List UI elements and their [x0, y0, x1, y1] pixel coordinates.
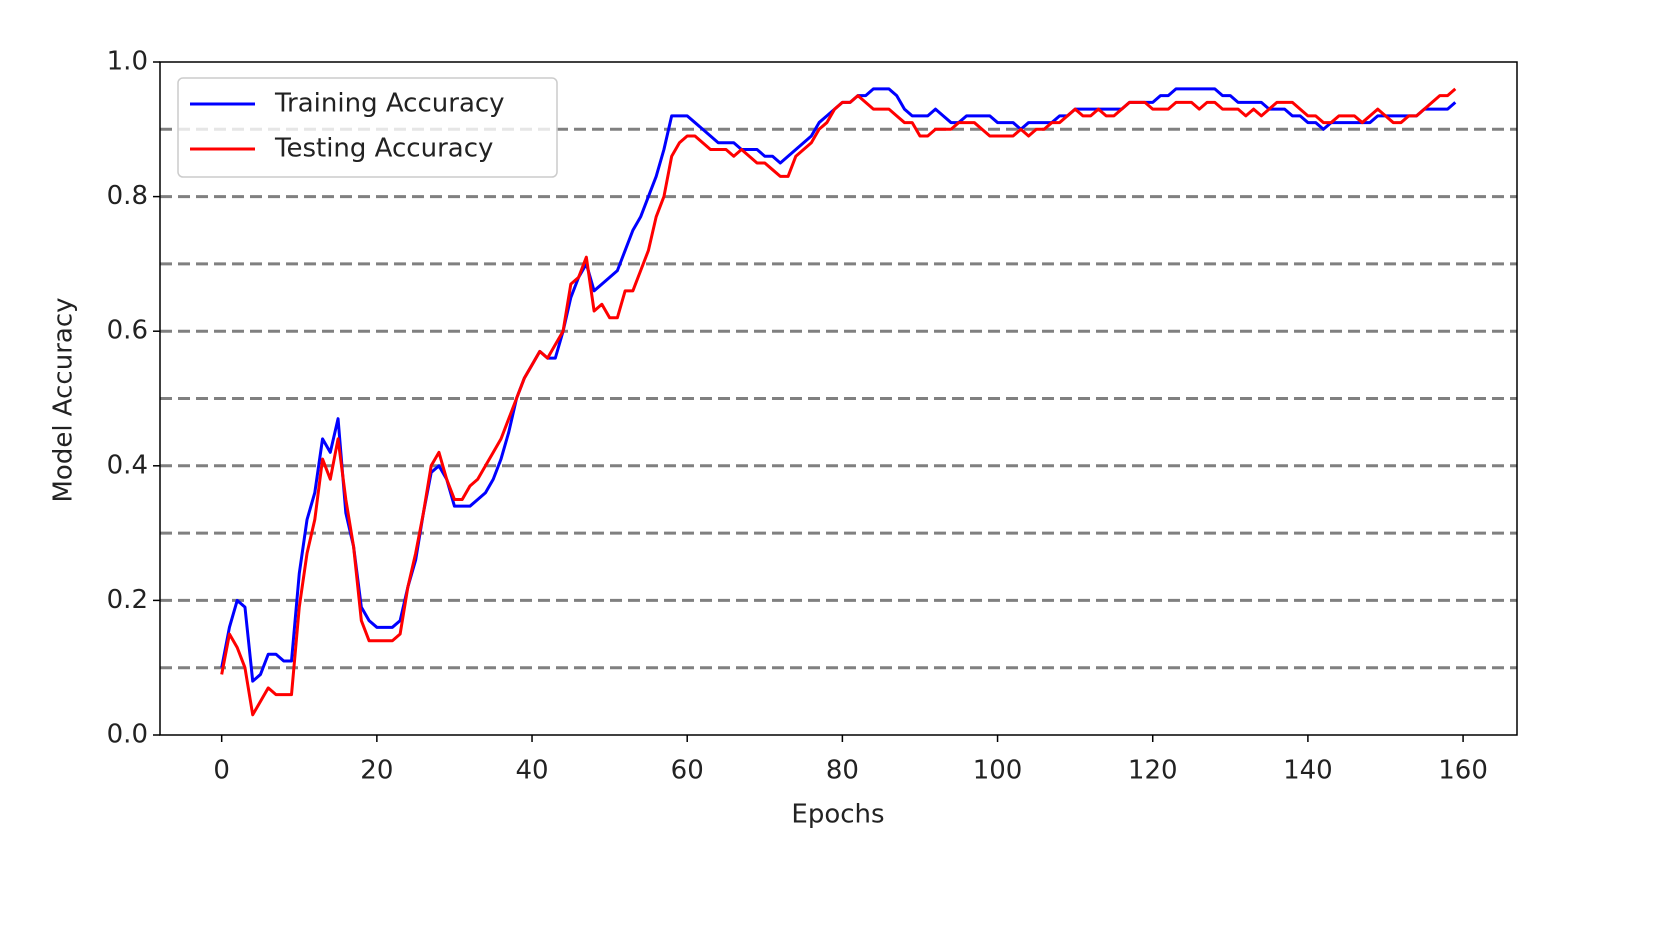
y-tick-label: 0.2 — [107, 585, 148, 615]
y-tick-label: 0.6 — [107, 316, 148, 346]
x-tick-label: 160 — [1438, 756, 1488, 786]
plot-frame — [159, 61, 1518, 736]
x-tick-label: 0 — [213, 756, 230, 786]
legend-label: Training Accuracy — [274, 89, 505, 119]
series-line — [220, 87, 1457, 717]
x-tick-label: 100 — [973, 756, 1023, 786]
y-tick-label: 0.4 — [107, 450, 148, 480]
x-tick-label: 140 — [1283, 756, 1333, 786]
x-tick-label: 40 — [515, 756, 548, 786]
y-tick-label: 0.8 — [107, 181, 148, 211]
x-tick-label: 60 — [671, 756, 704, 786]
x-axis-label: Epochs — [791, 800, 884, 830]
y-tick-label: 1.0 — [107, 47, 148, 77]
x-tick-label: 20 — [360, 756, 393, 786]
y-tick-label: 0.0 — [107, 720, 148, 750]
x-tick-label: 80 — [826, 756, 859, 786]
legend-label: Testing Accuracy — [274, 134, 493, 164]
legend-box — [177, 77, 558, 178]
x-tick-label: 120 — [1128, 756, 1178, 786]
y-axis-label: Model Accuracy — [49, 297, 79, 502]
